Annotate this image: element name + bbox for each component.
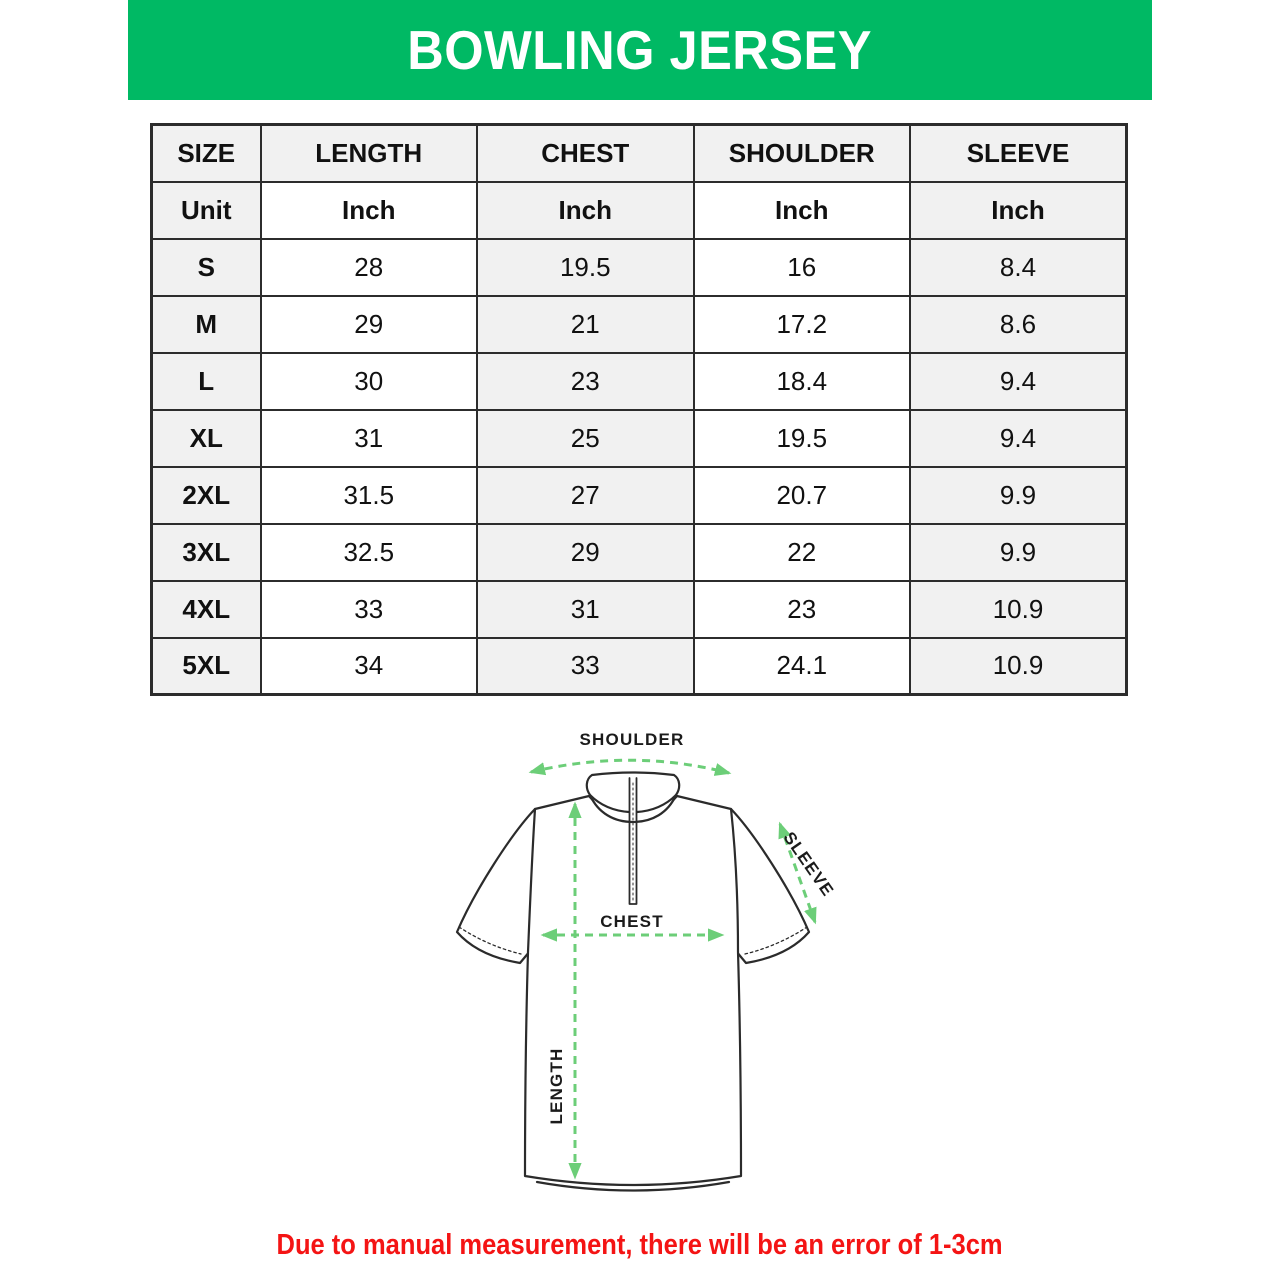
size-chart-table-container: SIZE LENGTH CHEST SHOULDER SLEEVE Unit I…: [150, 123, 1128, 696]
neckline-right: [635, 793, 678, 814]
column-header-chest: CHEST: [476, 123, 695, 183]
size-cell: XL: [150, 408, 262, 468]
shoulder-cell: 24.1: [692, 636, 911, 696]
chest-cell: 27: [476, 465, 695, 525]
table-row: XL 31 25 19.5 9.4: [150, 408, 1128, 468]
table-row: 5XL 34 33 24.1 10.9: [150, 636, 1128, 696]
right-sleeve: [729, 807, 811, 965]
size-cell: S: [150, 237, 262, 297]
column-header-size: SIZE: [150, 123, 262, 183]
sleeve-cell: 10.9: [909, 636, 1128, 696]
title-banner: BOWLING JERSEY: [128, 0, 1152, 100]
shoulder-cell: 19.5: [692, 408, 911, 468]
right-cuff-stitch: [744, 926, 808, 955]
table-row: M 29 21 17.2 8.6: [150, 294, 1128, 354]
chest-cell: 25: [476, 408, 695, 468]
sleeve-cell: 9.4: [909, 351, 1128, 411]
chest-label: CHEST: [600, 912, 664, 931]
sleeve-cell: 10.9: [909, 579, 1128, 639]
length-cell: 33: [259, 579, 478, 639]
size-cell: 4XL: [150, 579, 262, 639]
left-sleeve: [455, 807, 537, 965]
length-cell: 30: [259, 351, 478, 411]
table-row: 3XL 32.5 29 22 9.9: [150, 522, 1128, 582]
zipper: [628, 777, 638, 905]
shoulder-cell: 17.2: [692, 294, 911, 354]
unit-value-cell: Inch: [259, 180, 478, 240]
sleeve-cell: 8.4: [909, 237, 1128, 297]
chest-cell: 31: [476, 579, 695, 639]
size-cell: L: [150, 351, 262, 411]
page-title: BOWLING JERSEY: [407, 19, 873, 81]
unit-label-cell: Unit: [150, 180, 262, 240]
size-cell: 2XL: [150, 465, 262, 525]
unit-value-cell: Inch: [909, 180, 1128, 240]
footer: Due to manual measurement, there will be…: [0, 1229, 1280, 1262]
table-row: 4XL 33 31 23 10.9: [150, 579, 1128, 639]
length-cell: 28: [259, 237, 478, 297]
unit-value-cell: Inch: [476, 180, 695, 240]
chest-cell: 33: [476, 636, 695, 696]
chest-cell: 29: [476, 522, 695, 582]
shoulder-label: SHOULDER: [580, 730, 685, 749]
sleeve-cell: 9.9: [909, 522, 1128, 582]
jersey-outline: [455, 771, 811, 1192]
unit-value-cell: Inch: [692, 180, 911, 240]
length-cell: 34: [259, 636, 478, 696]
shoulder-cell: 20.7: [692, 465, 911, 525]
chest-cell: 21: [476, 294, 695, 354]
unit-row: Unit Inch Inch Inch Inch: [150, 180, 1128, 240]
shoulder-cell: 23: [692, 579, 911, 639]
sleeve-cell: 9.9: [909, 465, 1128, 525]
shoulder-arrow-icon: [528, 758, 732, 776]
shoulder-cell: 22: [692, 522, 911, 582]
jersey-measurement-diagram: SHOULDER CHEST LENGTH SLEEVE: [455, 730, 838, 1192]
size-cell: 3XL: [150, 522, 262, 582]
left-cuff-stitch: [458, 926, 522, 955]
size-chart-table: SIZE LENGTH CHEST SHOULDER SLEEVE Unit I…: [150, 123, 1128, 696]
footer-note: Due to manual measurement, there will be…: [276, 1229, 1004, 1261]
table-row: 2XL 31.5 27 20.7 9.9: [150, 465, 1128, 525]
chest-cell: 23: [476, 351, 695, 411]
column-header-sleeve: SLEEVE: [909, 123, 1128, 183]
table-row: L 30 23 18.4 9.4: [150, 351, 1128, 411]
chest-cell: 19.5: [476, 237, 695, 297]
length-cell: 31.5: [259, 465, 478, 525]
sleeve-cell: 8.6: [909, 294, 1128, 354]
hem-line: [535, 1180, 731, 1192]
sleeve-cell: 9.4: [909, 408, 1128, 468]
size-cell: 5XL: [150, 636, 262, 696]
size-cell: M: [150, 294, 262, 354]
sleeve-arrow-icon: [778, 821, 817, 925]
length-label: LENGTH: [547, 1047, 566, 1124]
shoulder-cell: 16: [692, 237, 911, 297]
column-header-shoulder: SHOULDER: [692, 123, 911, 183]
length-cell: 32.5: [259, 522, 478, 582]
length-cell: 31: [259, 408, 478, 468]
column-header-length: LENGTH: [259, 123, 478, 183]
length-cell: 29: [259, 294, 478, 354]
neckline-left: [588, 793, 631, 814]
table-row: S 28 19.5 16 8.4: [150, 237, 1128, 297]
shoulder-cell: 18.4: [692, 351, 911, 411]
table-header-row: SIZE LENGTH CHEST SHOULDER SLEEVE: [150, 123, 1128, 183]
